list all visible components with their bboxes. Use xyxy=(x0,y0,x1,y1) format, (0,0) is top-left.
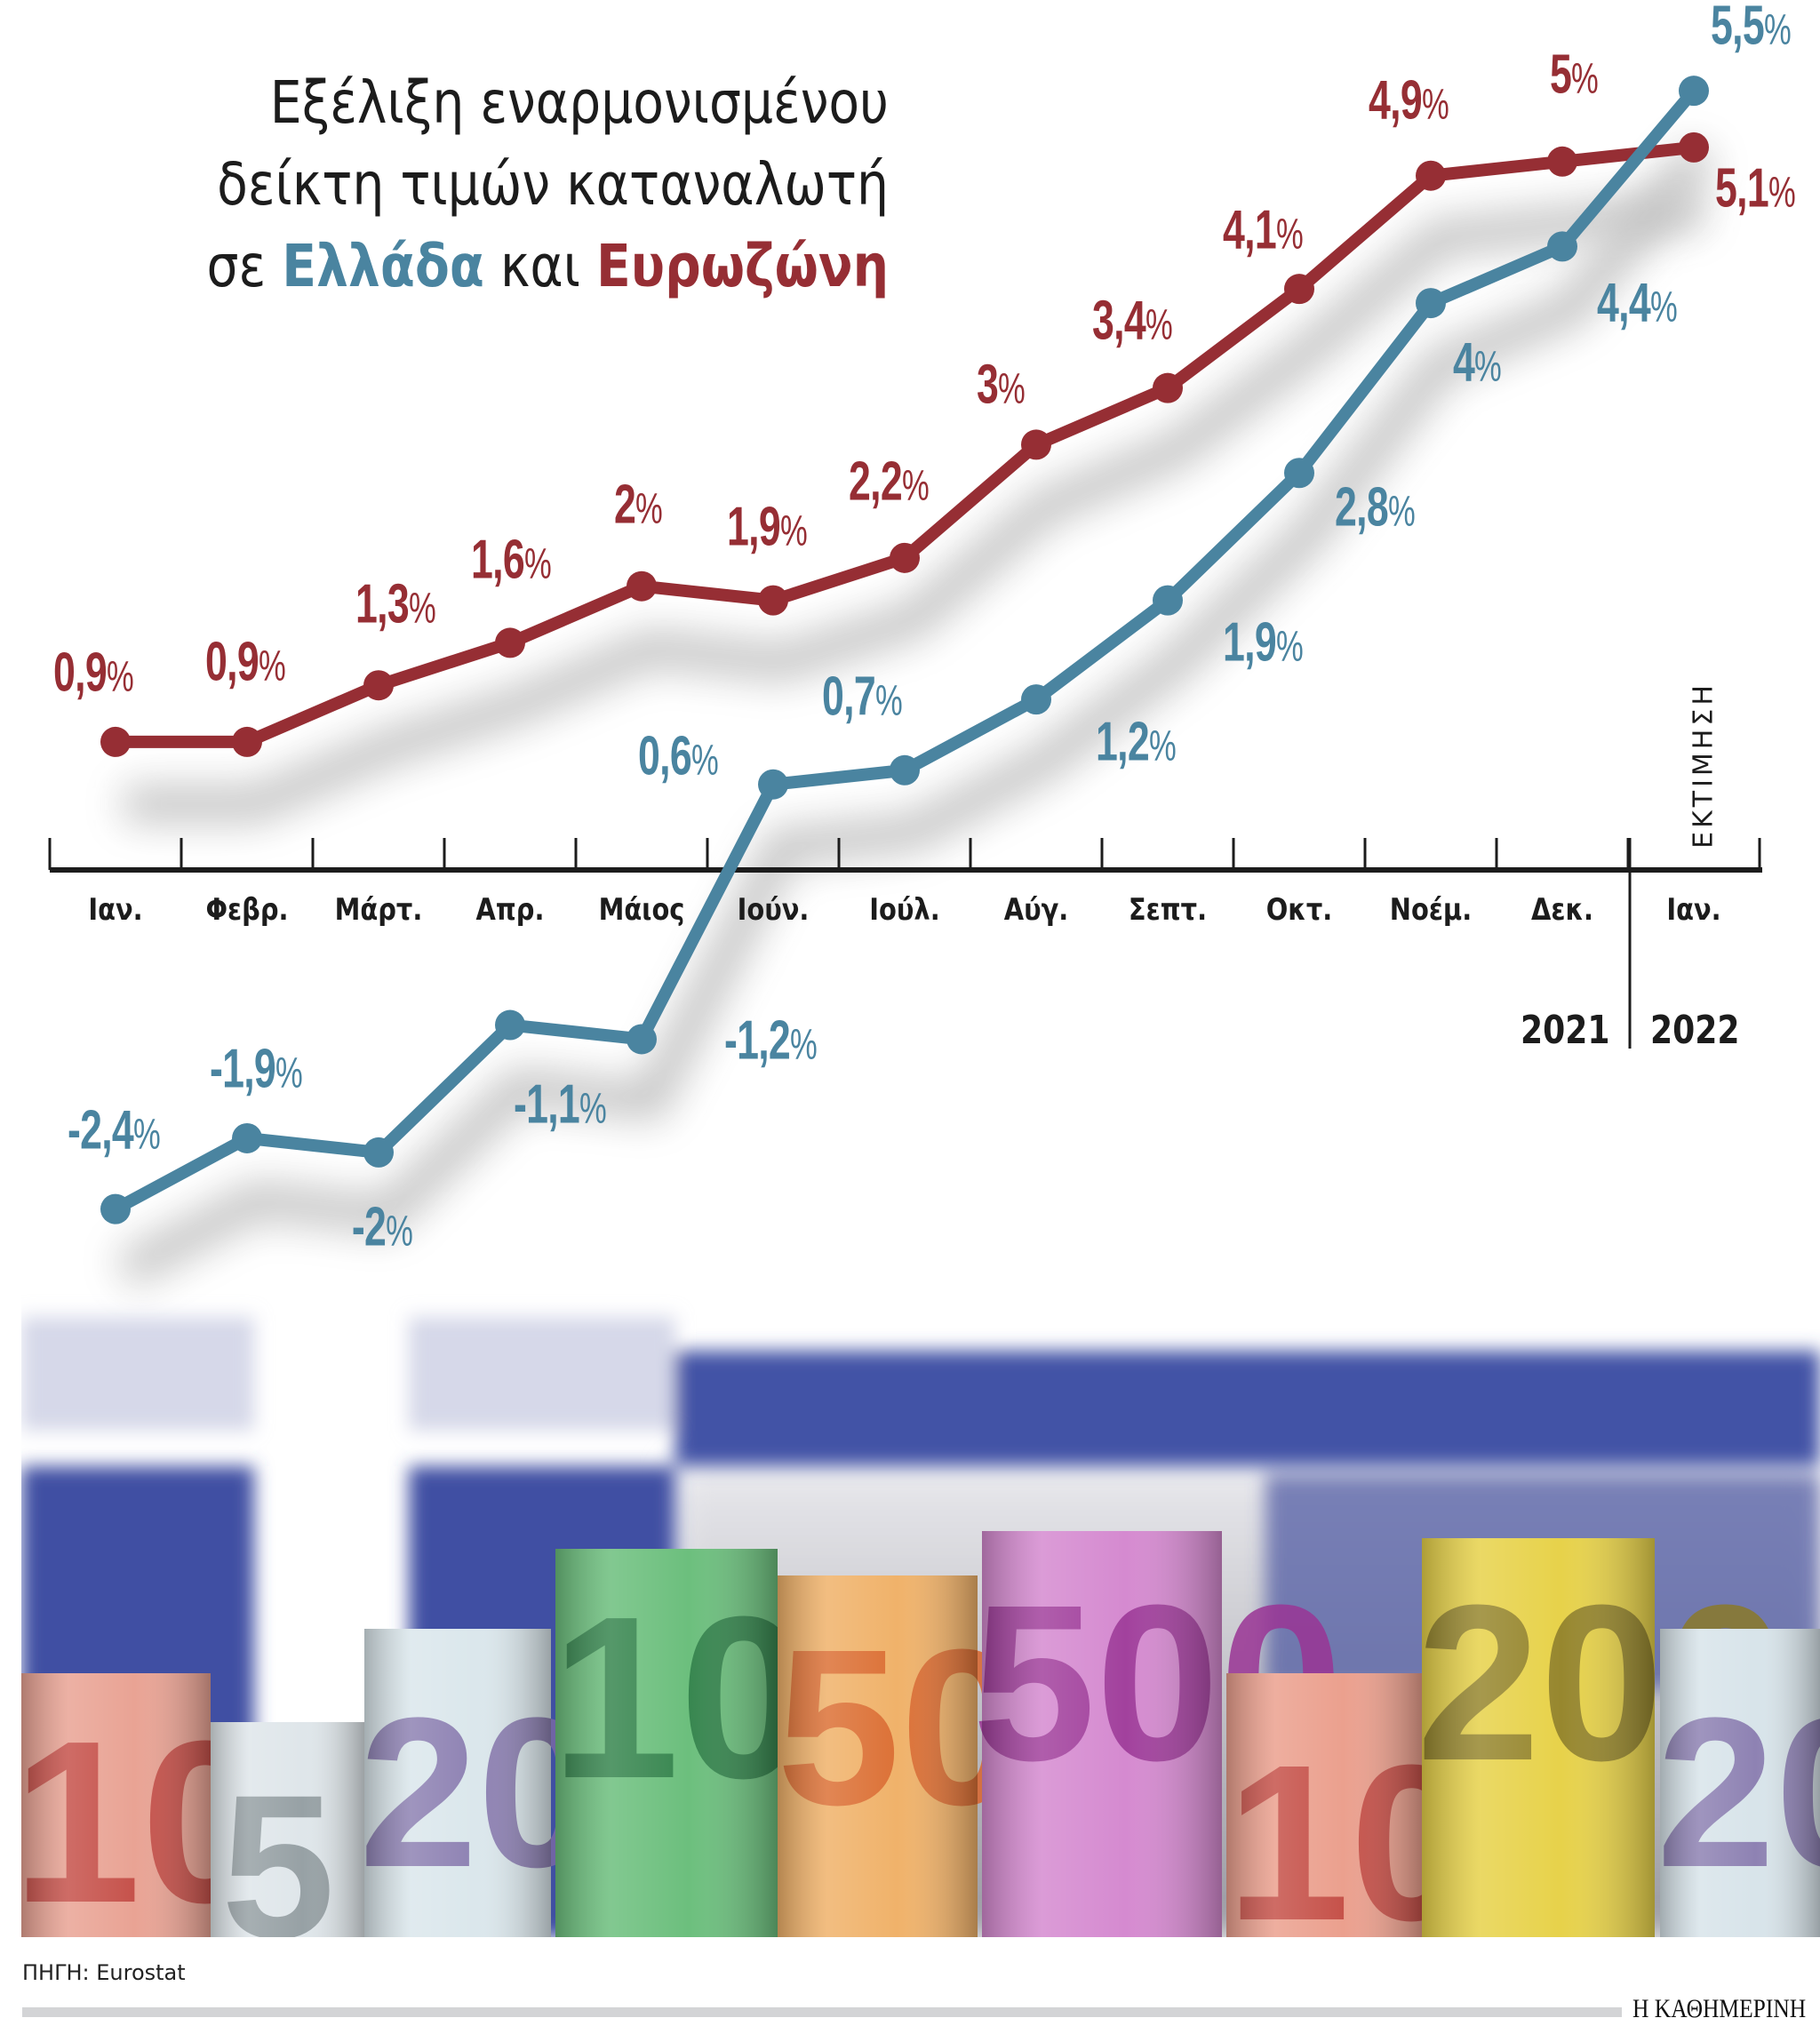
legend-eurozone: Ευρωζώνη xyxy=(595,232,889,300)
greece-value-label: 2,8% xyxy=(1335,476,1416,538)
greece-value-label: -1,2% xyxy=(723,1009,818,1072)
data-point xyxy=(495,627,525,658)
month-label: Απρ. xyxy=(475,892,545,928)
data-point xyxy=(1153,585,1183,616)
month-label: Νοέμ. xyxy=(1389,892,1473,928)
greece-value-label: -2,4% xyxy=(67,1099,161,1161)
data-point xyxy=(1547,146,1577,177)
eurozone-value-label: 2% xyxy=(613,474,663,536)
greece-value-label: 0,6% xyxy=(638,725,719,787)
data-point xyxy=(363,1137,394,1168)
data-point xyxy=(1284,458,1314,489)
greece-value-label: 4% xyxy=(1452,331,1502,394)
data-point xyxy=(1416,160,1446,191)
eurozone-value-label: 3% xyxy=(976,354,1026,416)
year-label-2021: 2021 xyxy=(1521,1008,1610,1053)
data-point xyxy=(232,1122,262,1153)
title-line-3: σε Ελλάδα και Ευρωζώνη xyxy=(124,226,889,307)
data-point xyxy=(1284,274,1314,305)
title-middle: και xyxy=(483,232,596,300)
data-point xyxy=(1021,684,1051,715)
greece-value-label: 0,7% xyxy=(822,666,903,728)
data-point xyxy=(232,726,262,757)
greece-value-label: 1,2% xyxy=(1096,711,1177,773)
month-label: Ιαν. xyxy=(88,892,143,928)
eurozone-value-label: 4,9% xyxy=(1369,69,1449,132)
eurozone-value-label: 5,1% xyxy=(1715,157,1796,219)
eurozone-value-label: 3,4% xyxy=(1092,290,1173,352)
month-label: Σεπτ. xyxy=(1128,892,1208,928)
month-label: Δεκ. xyxy=(1531,892,1593,928)
footer-divider xyxy=(22,2007,1622,2017)
month-label: Ιούλ. xyxy=(869,892,940,928)
month-label: Μάιος xyxy=(598,892,685,928)
data-point xyxy=(758,769,788,800)
eurozone-value-label: 0,9% xyxy=(205,631,286,693)
month-label: Ιαν. xyxy=(1666,892,1721,928)
title-line-1: Εξέλιξη εναρμονισμένου xyxy=(269,68,889,137)
data-point xyxy=(1021,429,1051,460)
eurozone-value-label: 1,3% xyxy=(355,573,436,635)
series-eurozone xyxy=(100,132,1709,757)
data-point xyxy=(627,1024,657,1055)
greece-value-label: -1,9% xyxy=(209,1038,303,1100)
year-label-2022: 2022 xyxy=(1650,1008,1740,1053)
eurozone-value-label: 0,9% xyxy=(53,642,134,704)
series-greece xyxy=(100,76,1709,1224)
month-label: Οκτ. xyxy=(1265,892,1333,928)
title-line-2: δείκτη τιμών καταναλωτή xyxy=(217,150,889,219)
eurozone-value-label: 1,6% xyxy=(471,529,552,591)
greece-value-label: -2% xyxy=(351,1196,413,1258)
data-point xyxy=(100,1193,131,1224)
greece-value-label: -1,1% xyxy=(513,1073,607,1136)
greece-value-label: 4,4% xyxy=(1597,272,1678,334)
banknote-rolls: 10 5 20 100 50 500 10 200 20 xyxy=(21,1531,1820,1937)
data-point xyxy=(1679,76,1709,107)
month-label: Ιούν. xyxy=(737,892,810,928)
month-label: Μάρτ. xyxy=(334,892,423,928)
estimate-label: ΕΚΤΙΜΗΣΗ xyxy=(1688,682,1720,849)
eurozone-value-label: 1,9% xyxy=(727,496,808,558)
data-point xyxy=(495,1009,525,1041)
data-point xyxy=(1679,132,1709,163)
greece-value-label: 5,5% xyxy=(1711,0,1792,57)
source-note: ΠΗΓΗ: Eurostat xyxy=(22,1960,186,1985)
line-plot xyxy=(48,76,1762,1288)
eurozone-value-label: 4,1% xyxy=(1223,199,1304,261)
greece-value-label: 1,9% xyxy=(1223,611,1304,674)
data-point xyxy=(363,670,394,701)
data-point xyxy=(1547,231,1577,262)
data-point xyxy=(890,754,920,786)
data-point xyxy=(100,726,131,757)
data-point xyxy=(1153,372,1183,403)
eurozone-value-label: 5% xyxy=(1549,44,1599,106)
legend-greece: Ελλάδα xyxy=(282,232,484,300)
data-point xyxy=(1416,288,1446,319)
flag-and-banknotes-background: 10 5 20 100 50 500 10 200 20 xyxy=(21,1226,1820,1937)
month-label: Αύγ. xyxy=(1003,892,1069,928)
month-label: Φεβρ. xyxy=(205,892,289,928)
title-prefix: σε xyxy=(206,232,283,300)
data-point xyxy=(758,585,788,616)
publisher-logo: Η ΚΑΘΗΜΕΡΙΝΗ xyxy=(1632,1994,1807,2023)
x-axis xyxy=(48,838,1762,1049)
chart-title: Εξέλιξη εναρμονισμένου δείκτη τιμών κατα… xyxy=(124,62,889,307)
data-point xyxy=(627,570,657,602)
eurozone-value-label: 2,2% xyxy=(849,451,930,513)
data-point xyxy=(890,542,920,573)
